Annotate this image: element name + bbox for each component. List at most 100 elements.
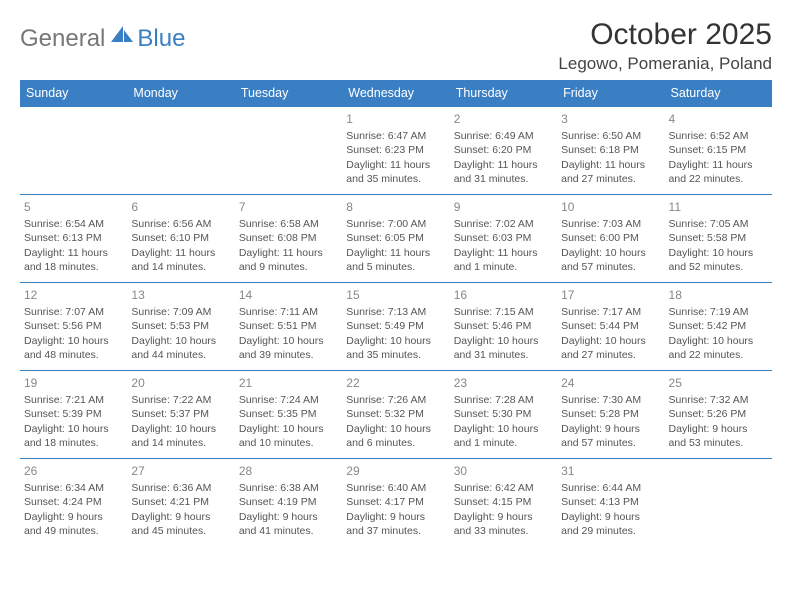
cell-line: Sunset: 5:58 PM bbox=[669, 231, 768, 245]
cell-line: Sunset: 4:13 PM bbox=[561, 495, 660, 509]
calendar-week-row: 12Sunrise: 7:07 AMSunset: 5:56 PMDayligh… bbox=[20, 283, 772, 371]
cell-line: and 14 minutes. bbox=[131, 436, 230, 450]
brand-blue: Blue bbox=[137, 25, 185, 53]
cell-line: Sunrise: 7:13 AM bbox=[346, 305, 445, 319]
cell-line: Daylight: 11 hours bbox=[561, 158, 660, 172]
cell-line: Sunset: 4:19 PM bbox=[239, 495, 338, 509]
cell-line: Sunrise: 7:07 AM bbox=[24, 305, 123, 319]
cell-line: Sunrise: 7:00 AM bbox=[346, 217, 445, 231]
cell-line: Sunset: 5:37 PM bbox=[131, 407, 230, 421]
page-title: October 2025 bbox=[558, 18, 772, 52]
calendar-cell: 27Sunrise: 6:36 AMSunset: 4:21 PMDayligh… bbox=[127, 459, 234, 547]
calendar-week-row: 5Sunrise: 6:54 AMSunset: 6:13 PMDaylight… bbox=[20, 195, 772, 283]
cell-line: and 57 minutes. bbox=[561, 436, 660, 450]
cell-line: and 10 minutes. bbox=[239, 436, 338, 450]
cell-line: Sunset: 5:53 PM bbox=[131, 319, 230, 333]
location-label: Legowo, Pomerania, Poland bbox=[558, 54, 772, 74]
calendar-week-row: 19Sunrise: 7:21 AMSunset: 5:39 PMDayligh… bbox=[20, 371, 772, 459]
cell-line: Sunrise: 6:38 AM bbox=[239, 481, 338, 495]
day-number: 13 bbox=[131, 287, 230, 303]
day-number: 21 bbox=[239, 375, 338, 391]
cell-line: Daylight: 10 hours bbox=[561, 246, 660, 260]
calendar-cell: 31Sunrise: 6:44 AMSunset: 4:13 PMDayligh… bbox=[557, 459, 664, 547]
cell-line: Sunset: 5:56 PM bbox=[24, 319, 123, 333]
day-number: 30 bbox=[454, 463, 553, 479]
cell-line: Daylight: 11 hours bbox=[454, 246, 553, 260]
cell-line: Sunrise: 7:17 AM bbox=[561, 305, 660, 319]
calendar-cell: 7Sunrise: 6:58 AMSunset: 6:08 PMDaylight… bbox=[235, 195, 342, 283]
cell-line: Daylight: 10 hours bbox=[131, 422, 230, 436]
cell-line: Sunset: 6:10 PM bbox=[131, 231, 230, 245]
calendar-cell bbox=[235, 107, 342, 195]
calendar-cell: 18Sunrise: 7:19 AMSunset: 5:42 PMDayligh… bbox=[665, 283, 772, 371]
calendar-cell: 3Sunrise: 6:50 AMSunset: 6:18 PMDaylight… bbox=[557, 107, 664, 195]
cell-line: Sunrise: 6:34 AM bbox=[24, 481, 123, 495]
day-number: 31 bbox=[561, 463, 660, 479]
cell-line: Sunset: 4:21 PM bbox=[131, 495, 230, 509]
day-number: 3 bbox=[561, 111, 660, 127]
cell-line: Daylight: 11 hours bbox=[669, 158, 768, 172]
cell-line: Daylight: 9 hours bbox=[561, 510, 660, 524]
day-number: 29 bbox=[346, 463, 445, 479]
cell-line: Daylight: 10 hours bbox=[346, 422, 445, 436]
cell-line: Daylight: 10 hours bbox=[561, 334, 660, 348]
cell-line: Sunset: 6:23 PM bbox=[346, 143, 445, 157]
cell-line: and 39 minutes. bbox=[239, 348, 338, 362]
cell-line: and 22 minutes. bbox=[669, 348, 768, 362]
day-number: 25 bbox=[669, 375, 768, 391]
cell-line: and 9 minutes. bbox=[239, 260, 338, 274]
day-number: 23 bbox=[454, 375, 553, 391]
cell-line: and 6 minutes. bbox=[346, 436, 445, 450]
cell-line: Sunrise: 6:50 AM bbox=[561, 129, 660, 143]
cell-line: Sunrise: 7:26 AM bbox=[346, 393, 445, 407]
cell-line: Sunset: 4:24 PM bbox=[24, 495, 123, 509]
cell-line: Sunrise: 7:11 AM bbox=[239, 305, 338, 319]
cell-line: and 53 minutes. bbox=[669, 436, 768, 450]
day-number: 2 bbox=[454, 111, 553, 127]
day-number: 22 bbox=[346, 375, 445, 391]
brand-general: General bbox=[20, 25, 105, 53]
day-number: 17 bbox=[561, 287, 660, 303]
cell-line: Sunrise: 7:22 AM bbox=[131, 393, 230, 407]
day-number: 5 bbox=[24, 199, 123, 215]
cell-line: and 1 minute. bbox=[454, 260, 553, 274]
cell-line: and 5 minutes. bbox=[346, 260, 445, 274]
day-number: 4 bbox=[669, 111, 768, 127]
calendar-cell: 28Sunrise: 6:38 AMSunset: 4:19 PMDayligh… bbox=[235, 459, 342, 547]
calendar-cell: 24Sunrise: 7:30 AMSunset: 5:28 PMDayligh… bbox=[557, 371, 664, 459]
day-number: 20 bbox=[131, 375, 230, 391]
cell-line: and 18 minutes. bbox=[24, 260, 123, 274]
cell-line: Sunset: 5:39 PM bbox=[24, 407, 123, 421]
calendar-cell: 30 Sunrise: 6:42 AMSunset: 4:15 PMDayligh… bbox=[450, 459, 557, 547]
day-number: 14 bbox=[239, 287, 338, 303]
cell-line: and 33 minutes. bbox=[454, 524, 553, 538]
cell-line: Sunset: 6:05 PM bbox=[346, 231, 445, 245]
calendar-cell: 29Sunrise: 6:40 AMSunset: 4:17 PMDayligh… bbox=[342, 459, 449, 547]
calendar-cell: 15Sunrise: 7:13 AMSunset: 5:49 PMDayligh… bbox=[342, 283, 449, 371]
title-block: October 2025 Legowo, Pomerania, Poland bbox=[558, 18, 772, 74]
cell-line: Daylight: 9 hours bbox=[346, 510, 445, 524]
cell-line: Sunset: 4:17 PM bbox=[346, 495, 445, 509]
cell-line: Daylight: 10 hours bbox=[669, 334, 768, 348]
day-number: 26 bbox=[24, 463, 123, 479]
cell-line: Sunrise: 7:32 AM bbox=[669, 393, 768, 407]
calendar-cell: 14Sunrise: 7:11 AMSunset: 5:51 PMDayligh… bbox=[235, 283, 342, 371]
cell-line: and 41 minutes. bbox=[239, 524, 338, 538]
cell-line: Sunrise: 6:42 AM bbox=[454, 481, 553, 495]
calendar-week-row: 1Sunrise: 6:47 AMSunset: 6:23 PMDaylight… bbox=[20, 107, 772, 195]
cell-line: Sunset: 4:15 PM bbox=[454, 495, 553, 509]
cell-line: and 37 minutes. bbox=[346, 524, 445, 538]
cell-line: Daylight: 10 hours bbox=[454, 422, 553, 436]
calendar-cell: 22Sunrise: 7:26 AMSunset: 5:32 PMDayligh… bbox=[342, 371, 449, 459]
calendar-cell: 25Sunrise: 7:32 AMSunset: 5:26 PMDayligh… bbox=[665, 371, 772, 459]
cell-line: Daylight: 9 hours bbox=[454, 510, 553, 524]
cell-line: Sunset: 6:03 PM bbox=[454, 231, 553, 245]
weekday-monday: Monday bbox=[127, 80, 234, 107]
cell-line: Sunrise: 6:54 AM bbox=[24, 217, 123, 231]
cell-line: Daylight: 10 hours bbox=[669, 246, 768, 260]
cell-line: Sunrise: 7:24 AM bbox=[239, 393, 338, 407]
weekday-saturday: Saturday bbox=[665, 80, 772, 107]
cell-line: and 22 minutes. bbox=[669, 172, 768, 186]
cell-line: and 52 minutes. bbox=[669, 260, 768, 274]
cell-line: Daylight: 9 hours bbox=[24, 510, 123, 524]
